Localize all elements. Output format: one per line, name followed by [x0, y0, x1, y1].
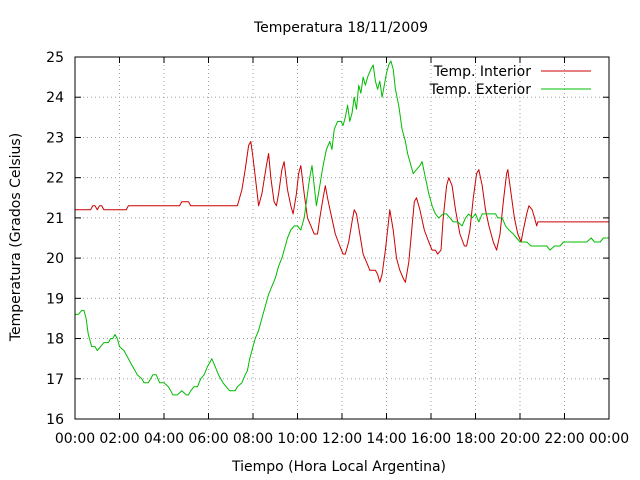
chart-title: Temperatura 18/11/2009: [253, 20, 428, 36]
y-tick-label: 25: [46, 50, 64, 66]
x-tick-label: 02:00: [99, 431, 139, 447]
x-tick-label: 10:00: [277, 431, 317, 447]
tick-labels: 00:00 02:00 04:00 06:00 08:00 10:00 12:00 14:00…: [46, 50, 629, 447]
y-axis-label: Temperatura (Grados Celsius): [8, 133, 24, 342]
x-tick-label: 06:00: [188, 431, 228, 447]
legend-label: Temp. Exterior: [429, 82, 532, 98]
y-tick-label: 17: [46, 372, 64, 388]
x-tick-label: 16:00: [411, 431, 451, 447]
y-tick-label: 20: [46, 251, 64, 267]
x-tick-label: 20:00: [500, 431, 540, 447]
series-line-exterior: [75, 60, 609, 396]
x-tick-label: 18:00: [455, 431, 495, 447]
y-tick-label: 16: [46, 412, 64, 428]
y-tick-label: 24: [46, 90, 64, 106]
y-tick-label: 23: [46, 130, 64, 146]
y-tick-label: 21: [46, 211, 64, 227]
ticks: [74, 56, 610, 420]
y-tick-label: 22: [46, 171, 64, 187]
x-tick-label: 00:00: [55, 431, 95, 447]
legend: Temp. Interior Temp. Exterior: [429, 64, 591, 98]
y-tick-label: 19: [46, 291, 64, 307]
series-line-interior: [75, 141, 609, 283]
x-tick-label: 12:00: [322, 431, 362, 447]
series-layer: [75, 60, 609, 396]
x-tick-label: 00:00: [589, 431, 629, 447]
x-tick-label: 08:00: [233, 431, 273, 447]
x-tick-label: 22:00: [544, 431, 584, 447]
x-tick-label: 14:00: [366, 431, 406, 447]
x-axis-label: Tiempo (Hora Local Argentina): [231, 459, 446, 475]
y-tick-label: 18: [46, 332, 64, 348]
x-tick-label: 04:00: [144, 431, 184, 447]
legend-label: Temp. Interior: [433, 64, 532, 80]
